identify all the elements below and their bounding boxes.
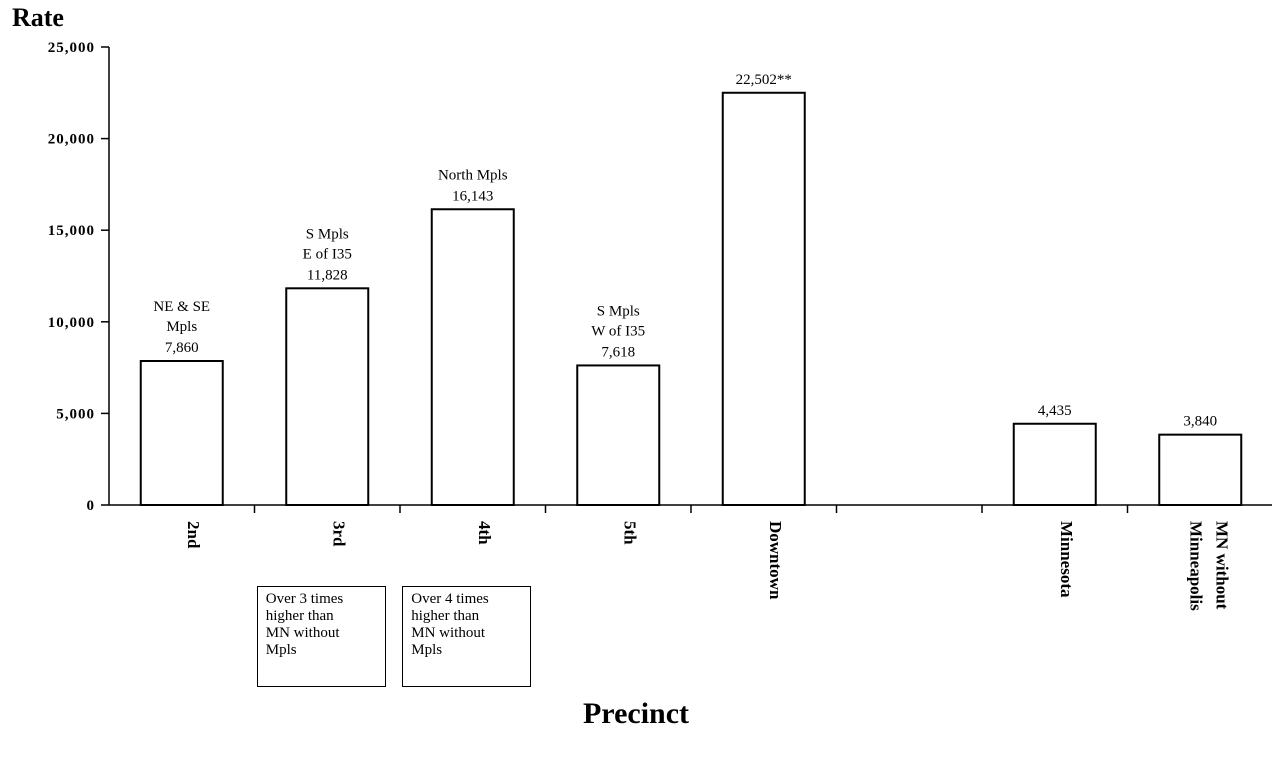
bar	[139, 360, 224, 506]
x-tick-label: MN without	[1212, 521, 1231, 610]
bar	[1012, 422, 1097, 506]
x-tick-label: 3rd	[329, 521, 348, 547]
x-tick-label: 2nd	[184, 521, 203, 549]
bar-annotation: W of I35	[591, 323, 645, 339]
data-label: 4,435	[1038, 403, 1072, 419]
x-axis-label: Precinct	[582, 697, 690, 730]
bar	[1158, 433, 1243, 507]
data-label: 3,840	[1183, 414, 1217, 430]
bar-annotation: S Mpls	[597, 303, 640, 319]
data-label: 7,618	[601, 344, 635, 360]
y-tick-label: 10,000	[48, 315, 95, 331]
data-label: 22,502**	[736, 72, 792, 88]
bar	[721, 91, 806, 506]
note-box-4th: Over 4 times higher than MN without Mpls	[402, 586, 532, 687]
x-tick-label: Minnesota	[1057, 521, 1076, 598]
data-label: 11,828	[307, 267, 348, 283]
y-tick-label: 15,000	[48, 223, 95, 239]
bar	[576, 364, 661, 506]
x-tick-label: 4th	[475, 521, 494, 545]
bar	[285, 287, 370, 506]
bar-annotation: NE & SE	[153, 299, 210, 315]
bar	[430, 208, 515, 506]
note-box-3rd: Over 3 times higher than MN without Mpls	[256, 586, 386, 687]
x-tick-label: 5th	[620, 521, 639, 545]
y-axis-label: Rate	[12, 3, 64, 32]
data-label: 7,860	[165, 340, 199, 356]
bar-annotation: North Mpls	[438, 167, 508, 183]
x-tick-label: Downtown	[766, 521, 785, 600]
y-tick-label: 5,000	[56, 406, 95, 422]
bar-annotation: Mpls	[166, 319, 197, 335]
y-tick-label: 20,000	[48, 132, 95, 148]
y-tick-label: 0	[87, 498, 96, 514]
x-tick-label: Minneapolis	[1186, 521, 1205, 611]
data-label: 16,143	[452, 188, 493, 204]
bar-annotation: S Mpls	[306, 226, 349, 242]
bar-annotation: E of I35	[303, 246, 352, 262]
y-tick-label: 25,000	[48, 40, 95, 56]
